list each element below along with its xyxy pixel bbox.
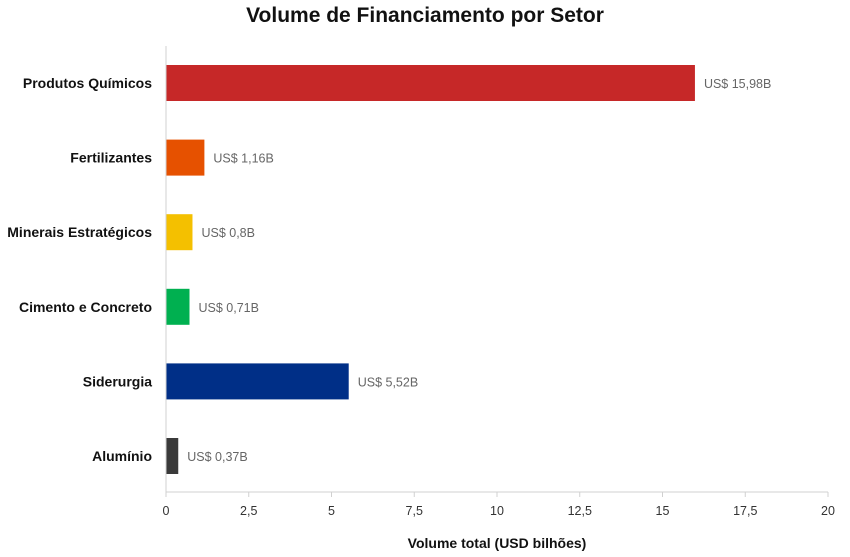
x-axis-title: Volume total (USD bilhões) (408, 535, 587, 551)
data-label: US$ 1,16B (213, 152, 273, 166)
x-tick-label: 12,5 (568, 504, 592, 518)
bar-4 (166, 363, 349, 400)
data-label: US$ 0,8B (201, 226, 255, 240)
x-tick-label: 2,5 (240, 504, 257, 518)
data-label: US$ 5,52B (358, 375, 418, 389)
category-label: Minerais Estratégicos (7, 224, 152, 240)
x-tick-label: 0 (163, 504, 170, 518)
data-label: US$ 15,98B (704, 77, 771, 91)
bar-1 (166, 139, 205, 176)
category-label: Siderurgia (83, 373, 152, 389)
x-tick-label: 5 (328, 504, 335, 518)
axis-layer: Produtos Químicos US$ 15,98B Fertilizantes… (7, 46, 835, 551)
category-label: Cimento e Concreto (19, 299, 152, 315)
category-label: Alumínio (92, 448, 152, 464)
bars-layer (166, 65, 695, 474)
x-tick-label: 7,5 (406, 504, 423, 518)
category-label: Produtos Químicos (23, 75, 152, 91)
x-tick-label: 17,5 (733, 504, 757, 518)
chart-title: Volume de Financiamento por Setor (246, 4, 604, 27)
x-tick-label: 20 (821, 504, 835, 518)
bar-3 (166, 288, 190, 325)
data-label: US$ 0,71B (199, 301, 259, 315)
x-tick-label: 10 (490, 504, 504, 518)
bar-5 (166, 438, 179, 474)
bar-2 (166, 214, 193, 251)
x-tick-label: 15 (656, 504, 670, 518)
category-label: Fertilizantes (70, 150, 152, 166)
data-label: US$ 0,37B (187, 450, 247, 464)
bar-0 (166, 65, 695, 101)
